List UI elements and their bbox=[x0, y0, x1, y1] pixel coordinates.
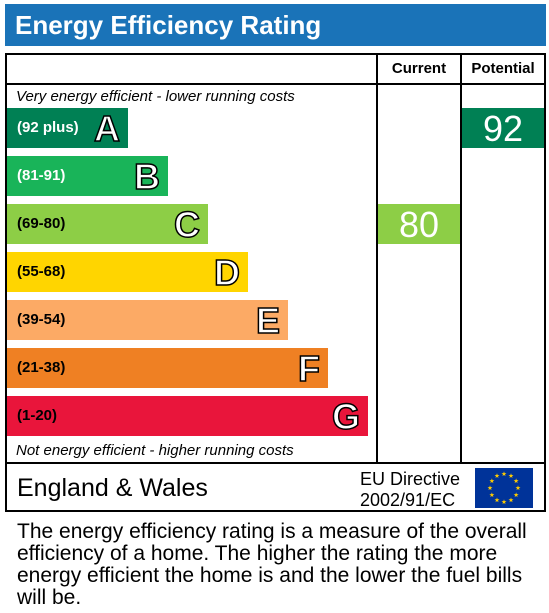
eu-directive-line2: 2002/91/EC bbox=[360, 490, 456, 510]
column-header-potential: Potential bbox=[471, 60, 535, 77]
column-header-current: Current bbox=[391, 60, 447, 77]
band-letter: C bbox=[173, 203, 201, 246]
eu-directive: EU Directive 2002/91/EC bbox=[360, 469, 460, 511]
band-c: (69-80) C bbox=[7, 203, 208, 246]
rating-current: 80 bbox=[378, 204, 460, 245]
description-text: The energy efficiency rating is a measur… bbox=[17, 520, 527, 609]
bottom-caption: Not energy efficient - higher running co… bbox=[16, 442, 294, 459]
band-letter: E bbox=[255, 299, 281, 342]
band-letter: G bbox=[331, 395, 361, 438]
top-caption: Very energy efficient - lower running co… bbox=[16, 88, 295, 105]
band-g: (1-20) G bbox=[7, 395, 368, 438]
eu-star bbox=[501, 471, 507, 477]
band-letter: A bbox=[93, 107, 121, 150]
band-range-label: (69-80) bbox=[17, 215, 66, 232]
band-range-label: (55-68) bbox=[17, 263, 66, 280]
rating-potential: 92 bbox=[462, 108, 544, 149]
footer-divider bbox=[7, 462, 544, 464]
band-e: (39-54) E bbox=[7, 299, 288, 342]
band-a: (92 plus) A bbox=[7, 107, 128, 150]
eu-star bbox=[487, 485, 493, 491]
eu-star bbox=[508, 473, 514, 478]
band-range-label: (1-20) bbox=[17, 407, 58, 424]
band-letter: B bbox=[133, 155, 161, 198]
column-divider-potential bbox=[460, 55, 462, 464]
band-b: (81-91) B bbox=[7, 155, 168, 198]
chart-title: Energy Efficiency Rating bbox=[5, 4, 546, 46]
eu-directive-line1: EU Directive bbox=[360, 469, 461, 489]
column-divider-current bbox=[376, 55, 378, 464]
band-letter: F bbox=[297, 347, 321, 390]
eu-star bbox=[513, 492, 519, 498]
eu-star bbox=[489, 478, 495, 484]
band-range-label: (21-38) bbox=[17, 359, 66, 376]
band-range-label: (39-54) bbox=[17, 311, 66, 328]
header-divider bbox=[7, 83, 544, 85]
eu-star bbox=[508, 497, 514, 503]
eu-star bbox=[489, 492, 495, 498]
band-d: (55-68) D bbox=[7, 251, 248, 294]
band-range-label: (92 plus) bbox=[17, 119, 79, 136]
region-label: England & Wales bbox=[17, 474, 208, 502]
eu-star bbox=[501, 499, 507, 505]
band-letter: D bbox=[213, 251, 241, 294]
band-f: (21-38) F bbox=[7, 347, 328, 390]
rating-chart: Current Potential Very energy efficient … bbox=[5, 53, 546, 512]
eu-star bbox=[494, 473, 500, 478]
eu-star bbox=[515, 485, 521, 491]
eu-star bbox=[513, 478, 519, 484]
eu-flag-icon bbox=[475, 468, 533, 508]
eu-star bbox=[494, 497, 500, 503]
band-range-label: (81-91) bbox=[17, 167, 66, 184]
